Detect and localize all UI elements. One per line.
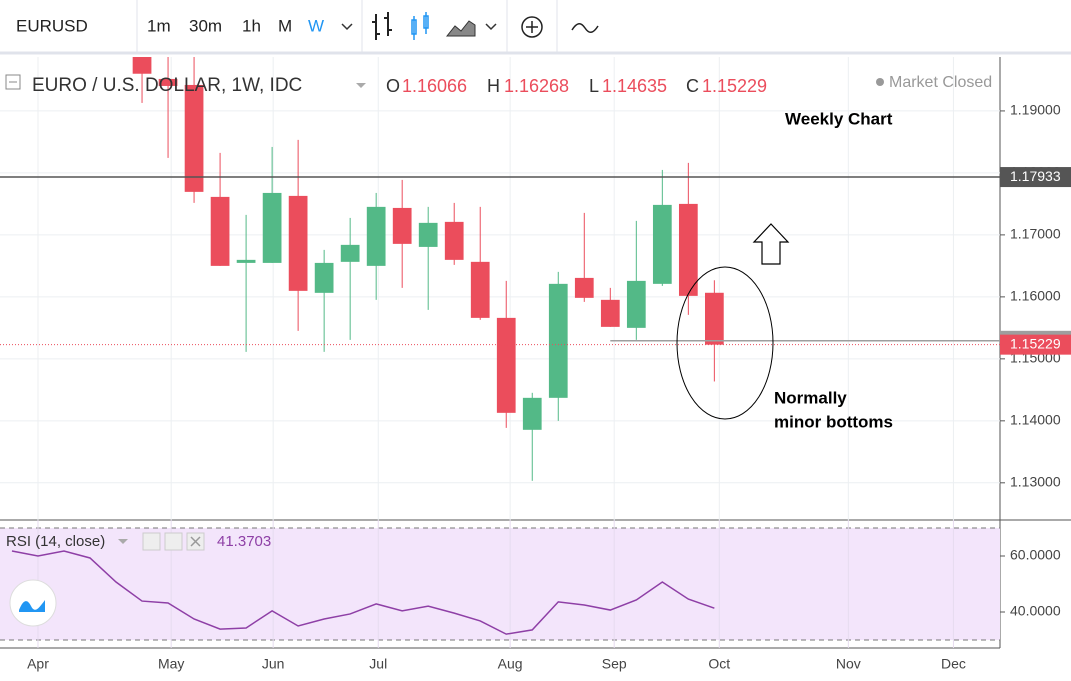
candle-body [548, 283, 568, 398]
price-label-bg [1000, 167, 1071, 188]
rsi-line [11, 550, 715, 635]
x-tick-label: Sep [602, 656, 627, 672]
rsi-title: RSI (14, close) [6, 533, 105, 550]
area-icon[interactable] [445, 20, 476, 37]
bars-icon[interactable] [372, 12, 392, 40]
x-tick-label: Jul [369, 656, 387, 672]
candle-body [444, 221, 464, 260]
x-tick-label: May [158, 656, 184, 672]
ohlc-key: H [487, 76, 500, 96]
y-tick-label: 1.16000 [1010, 288, 1061, 304]
y-tick-label: 60.0000 [1010, 547, 1061, 563]
candles-icon[interactable] [411, 12, 429, 40]
dropdown-icon[interactable] [341, 23, 353, 31]
candle-body [678, 203, 698, 296]
add-indicator-plus [526, 21, 538, 33]
x-tick-label: Apr [27, 656, 49, 672]
candle-body [470, 261, 490, 318]
x-tick-label: Oct [708, 656, 730, 672]
candle-body [626, 280, 646, 328]
logo-button[interactable] [9, 579, 57, 627]
candle-body [392, 207, 412, 244]
candle-body [340, 244, 360, 262]
candle-body [600, 299, 620, 327]
visibility-icon[interactable] [142, 532, 161, 551]
price-label: 1.15229 [1010, 335, 1061, 351]
logo-icon [19, 600, 45, 612]
ohlc-key: C [686, 76, 699, 96]
remove-icon-x [190, 536, 201, 547]
ohlc-key: L [589, 76, 599, 96]
arrow-up-drawing [752, 223, 790, 265]
dropdown-icon[interactable] [485, 23, 497, 31]
compare-icon[interactable] [571, 23, 599, 33]
annotation: Weekly Chart [785, 109, 893, 128]
symbol[interactable]: EURUSD [16, 16, 88, 35]
candle-body [184, 84, 204, 192]
candle-body [262, 192, 282, 263]
annotation: Normally [774, 388, 847, 407]
candle-body [652, 204, 672, 284]
y-tick-label: 1.19000 [1010, 102, 1061, 118]
market-status: Market Closed [889, 74, 992, 91]
add-indicator-icon[interactable] [521, 16, 543, 38]
dropdown-icon[interactable] [356, 83, 366, 88]
price-label: 1.17933 [1010, 168, 1061, 184]
interval[interactable]: 1h [242, 16, 261, 35]
ohlc-value: 1.16268 [504, 76, 569, 96]
x-tick-label: Aug [498, 656, 523, 672]
status-dot [876, 78, 884, 86]
dropdown-icon [118, 539, 128, 544]
candle-body [366, 206, 386, 266]
candle-body [236, 259, 256, 263]
interval[interactable]: M [278, 16, 292, 35]
ellipse-drawing [676, 266, 774, 420]
candle-body [522, 397, 542, 430]
candle-body [314, 262, 334, 293]
candle-body [418, 222, 438, 247]
ohlc-value: 1.14635 [602, 76, 667, 96]
ohlc-value: 1.16066 [402, 76, 467, 96]
rsi-value: 41.3703 [217, 533, 271, 550]
candle-body [132, 57, 152, 74]
candle-body [288, 195, 308, 291]
annotation: minor bottoms [774, 412, 893, 431]
y-tick-label: 40.0000 [1010, 603, 1061, 619]
x-tick-label: Jun [262, 656, 285, 672]
toolbar [0, 0, 1071, 52]
series-title: EURO / U.S. DOLLAR, 1W, IDC [32, 75, 302, 96]
interval[interactable]: 30m [189, 16, 222, 35]
candle-body [210, 196, 230, 266]
settings-icon[interactable] [164, 532, 183, 551]
price-label-bg [1000, 334, 1071, 355]
ohlc-value: 1.15229 [702, 76, 767, 96]
interval-active[interactable]: W [308, 16, 324, 35]
x-tick-label: Dec [941, 656, 966, 672]
candle-body [496, 317, 516, 413]
ohlc-key: O [386, 76, 400, 96]
y-tick-label: 1.13000 [1010, 474, 1061, 490]
candle-body [574, 277, 594, 298]
candle-body [704, 292, 724, 345]
y-tick-label: 1.17000 [1010, 226, 1061, 242]
y-tick-label: 1.14000 [1010, 412, 1061, 428]
candles [132, 57, 724, 481]
x-tick-label: Nov [836, 656, 861, 672]
candle-body [158, 78, 178, 86]
interval[interactable]: 1m [147, 16, 171, 35]
